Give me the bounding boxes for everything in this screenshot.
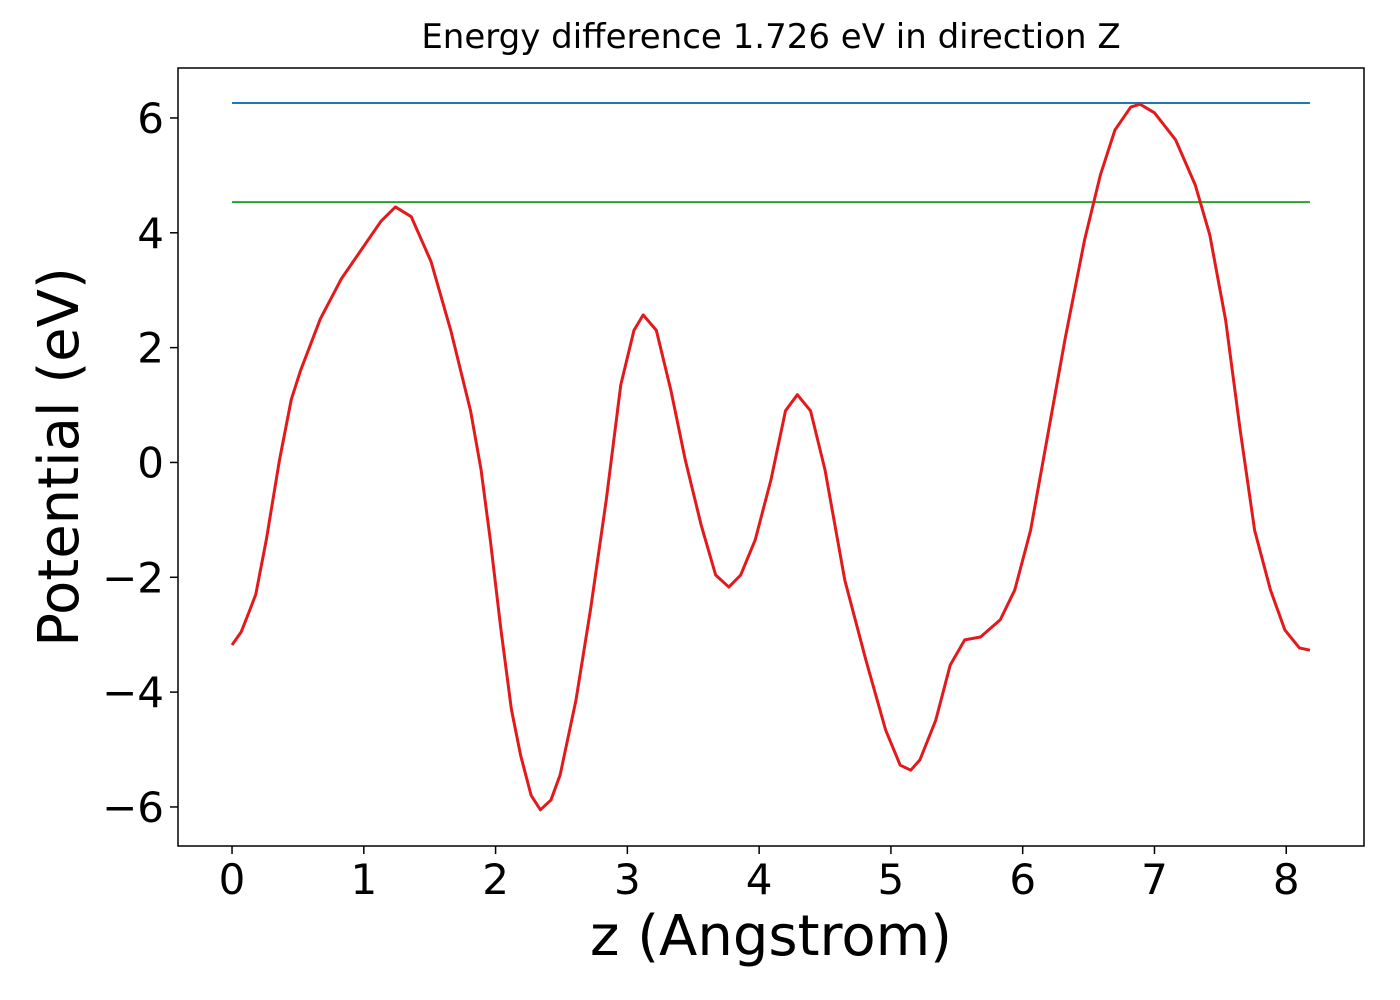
x-tick-label: 8	[1273, 855, 1300, 904]
x-tick-label: 7	[1141, 855, 1168, 904]
y-tick-label: 0	[137, 438, 164, 487]
y-tick-label: −6	[102, 783, 164, 832]
y-tick-label: −4	[102, 668, 164, 717]
y-tick-label: −2	[102, 553, 164, 602]
y-tick-label: 2	[137, 324, 164, 373]
plot-frame	[177, 67, 1365, 847]
line-series	[230, 102, 1311, 812]
y-tick-label: 4	[137, 209, 164, 258]
x-tick-label: 4	[746, 855, 773, 904]
y-axis-label: Potential (eV)	[27, 267, 92, 647]
x-tick-label: 1	[350, 855, 377, 904]
y-tick-label: 6	[137, 94, 164, 143]
x-tick-label: 5	[878, 855, 905, 904]
chart-title: Energy difference 1.726 eV in direction …	[421, 17, 1120, 57]
x-tick-label: 3	[614, 855, 641, 904]
x-tick-label: 6	[1009, 855, 1036, 904]
x-axis-label: z (Angstrom)	[590, 904, 952, 969]
x-tick-label: 0	[219, 855, 246, 904]
x-tick-label: 2	[482, 855, 509, 904]
